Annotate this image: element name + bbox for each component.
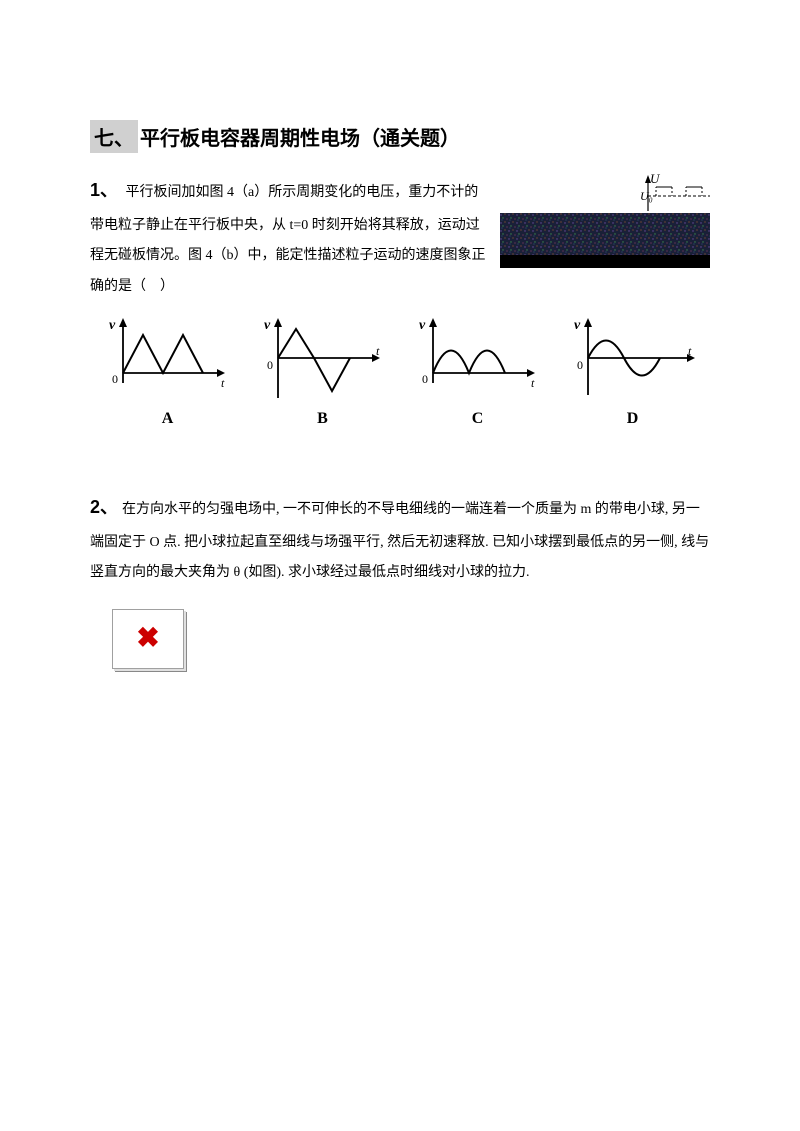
broken-image-x-icon: ✖ (136, 625, 159, 653)
choice-b: v 0 t B (253, 313, 393, 428)
voltage-graph-icon: U U₀ (500, 173, 710, 273)
question-1-text: 1、 平行板间加如图 4（a）所示周期变化的电压，重力不计的带电粒子静止在平行板… (90, 171, 490, 303)
choice-d-label: D (563, 410, 703, 428)
section-number: 七、 (90, 120, 138, 153)
question-2: 2、在方向水平的匀强电场中, 一不可伸长的不导电细线的一端连着一个质量为 m 的… (90, 488, 710, 669)
y-axis-label: v (574, 318, 581, 333)
choice-d: v 0 t D (563, 313, 703, 428)
x-axis-label: t (688, 344, 692, 358)
choice-c-label: C (408, 410, 548, 428)
choice-c: v 0 t C (408, 313, 548, 428)
q1-choices: v 0 t A v 0 t B (90, 313, 710, 428)
question-1: 1、 平行板间加如图 4（a）所示周期变化的电压，重力不计的带电粒子静止在平行板… (90, 171, 710, 428)
q1-number: 1、 (90, 180, 118, 200)
choice-a-graph-icon: v 0 t (103, 313, 233, 403)
choice-b-label: B (253, 410, 393, 428)
origin-label: 0 (267, 358, 273, 372)
choice-a-label: A (98, 410, 238, 428)
origin-label: 0 (112, 372, 118, 386)
q1-body: 平行板间加如图 4（a）所示周期变化的电压，重力不计的带电粒子静止在平行板中央，… (90, 185, 486, 294)
choice-a: v 0 t A (98, 313, 238, 428)
q1-figure-ref: U U₀ (500, 173, 710, 273)
y-axis-label: v (264, 318, 271, 333)
broken-image-placeholder: ✖ (112, 609, 184, 669)
y-axis-label: v (109, 318, 116, 333)
q2-number: 2、 (90, 497, 118, 517)
section-title: 七、 平行板电容器周期性电场（通关题） (90, 120, 710, 153)
x-axis-label: t (531, 376, 535, 390)
x-axis-label: t (376, 344, 380, 358)
y-axis-label: v (419, 318, 426, 333)
x-axis-label: t (221, 376, 225, 390)
u-axis-label: U (650, 173, 661, 186)
choice-c-graph-icon: v 0 t (413, 313, 543, 403)
origin-label: 0 (577, 358, 583, 372)
choice-b-graph-icon: v 0 t (258, 313, 388, 403)
origin-label: 0 (422, 372, 428, 386)
section-title-text: 平行板电容器周期性电场（通关题） (140, 122, 460, 151)
choice-d-graph-icon: v 0 t (568, 313, 698, 403)
q2-body: 在方向水平的匀强电场中, 一不可伸长的不导电细线的一端连着一个质量为 m 的带电… (90, 502, 709, 580)
